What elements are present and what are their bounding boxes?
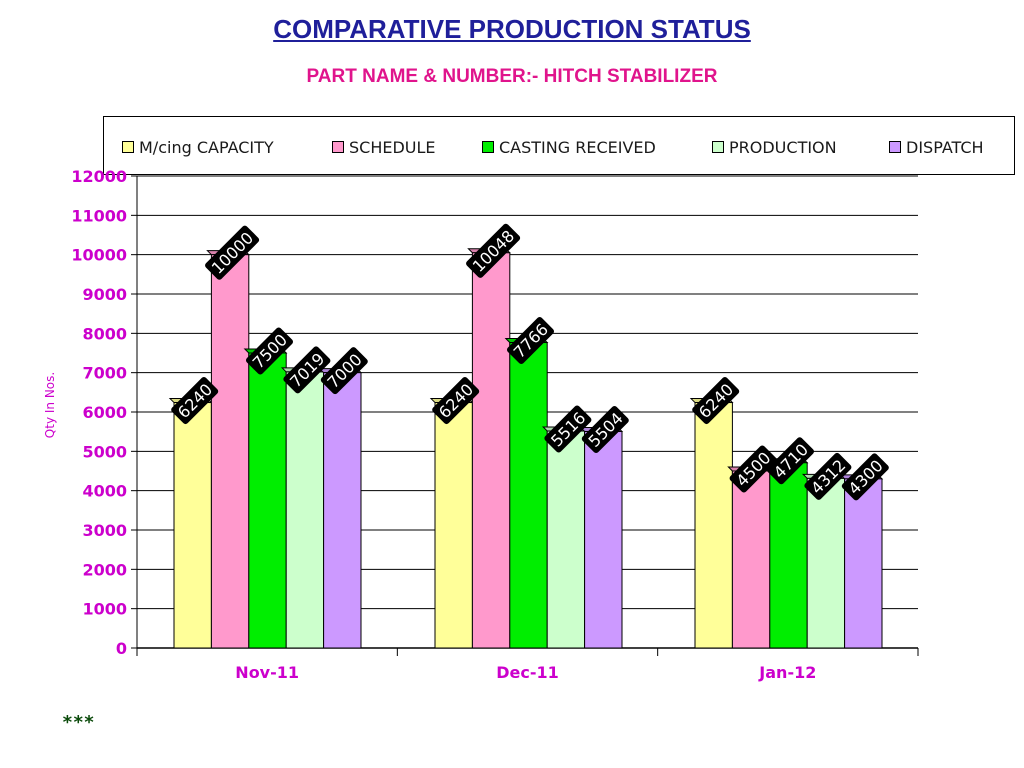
footnote: *** (62, 712, 95, 733)
y-tick-label: 7000 (82, 364, 127, 383)
legend-swatch (712, 141, 724, 153)
bar (318, 368, 363, 649)
bar-face (806, 477, 846, 649)
bar (168, 398, 213, 649)
legend-item-3: CASTING RECEIVED (482, 137, 656, 157)
legend-item-5: DISPATCH (889, 137, 984, 157)
bar-face (844, 478, 883, 649)
legend-item-1: M/cing CAPACITY (122, 137, 274, 157)
bar (541, 426, 586, 649)
data-label-bg (804, 452, 852, 500)
legend-label: M/cing CAPACITY (139, 137, 274, 157)
data-label: 5504 (581, 406, 629, 454)
data-label-bg (581, 406, 629, 454)
y-tick-label: 12000 (71, 167, 127, 186)
legend-label: PRODUCTION (729, 137, 837, 157)
bar (243, 348, 288, 649)
data-label-bg (692, 377, 740, 425)
y-tick-label: 4000 (82, 482, 127, 501)
data-label-bg (466, 223, 521, 278)
bar (727, 466, 772, 649)
legend-swatch (332, 141, 344, 153)
bar (467, 248, 512, 649)
bar-face (694, 402, 733, 649)
bar-face (731, 470, 771, 649)
bar-face (248, 352, 287, 649)
bar-face (210, 254, 250, 649)
bar-face (434, 402, 473, 649)
chart-title: COMPARATIVE PRODUCTION STATUS (273, 14, 751, 44)
y-tick-label: 2000 (82, 560, 127, 579)
legend-swatch (122, 141, 134, 153)
bar (839, 474, 884, 649)
bar-face (546, 430, 586, 649)
data-label-bg (506, 317, 555, 365)
legend-label: CASTING RECEIVED (499, 137, 656, 157)
y-tick-label: 6000 (82, 403, 127, 422)
chart-legend: M/cing CAPACITY SCHEDULE CASTING RECEIVED P… (103, 116, 1015, 175)
y-axis-title: Qty In Nos. (43, 372, 57, 438)
bar (206, 250, 251, 649)
data-label-bg (245, 327, 294, 375)
bar (689, 398, 734, 649)
bar-face (471, 252, 511, 649)
legend-label: DISPATCH (906, 137, 984, 157)
chart-subtitle: PART NAME & NUMBER:- HITCH STABILIZER (306, 66, 718, 87)
y-tick-label: 5000 (82, 442, 127, 461)
bar (764, 458, 809, 649)
data-label-bg (205, 225, 260, 280)
legend-label: SCHEDULE (349, 137, 436, 157)
x-tick-label: Jan-12 (758, 663, 816, 682)
data-label-bg (841, 453, 889, 501)
y-tick-label: 10000 (71, 246, 127, 265)
x-tick-label: Nov-11 (235, 663, 299, 682)
legend-item-2: SCHEDULE (332, 137, 436, 157)
legend-swatch (889, 141, 901, 153)
bar (504, 338, 549, 649)
y-tick-label: 9000 (82, 285, 127, 304)
bar-face (509, 342, 548, 649)
bar (429, 398, 474, 649)
y-tick-label: 3000 (82, 521, 127, 540)
bar (801, 473, 846, 649)
data-label-bg (729, 445, 777, 493)
bar (280, 367, 325, 649)
bar (579, 427, 624, 649)
data-label-bg (320, 347, 368, 395)
x-tick-label: Dec-11 (496, 663, 559, 682)
legend-swatch (482, 141, 494, 153)
bar-face (584, 431, 623, 649)
bar-face (285, 371, 325, 649)
y-tick-label: 0 (116, 639, 127, 658)
bar-face (173, 402, 212, 649)
y-tick-label: 1000 (82, 600, 127, 619)
data-label-bg (171, 377, 219, 425)
y-tick-label: 8000 (82, 324, 127, 343)
data-label-bg (766, 437, 815, 485)
data-label-bg (283, 346, 331, 394)
bar-face (769, 462, 808, 649)
y-tick-label: 11000 (71, 206, 127, 225)
data-label-bg (544, 405, 592, 453)
data-label-bg (432, 377, 480, 425)
legend-item-4: PRODUCTION (712, 137, 837, 157)
bar-face (323, 372, 362, 649)
